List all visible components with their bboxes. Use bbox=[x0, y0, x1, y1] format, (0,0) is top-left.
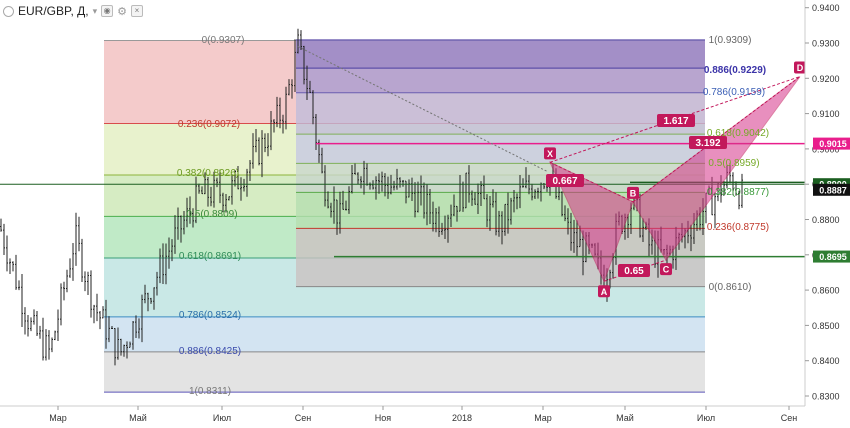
pattern-point-b: B bbox=[627, 186, 639, 199]
y-tick-label: 0.8800 bbox=[812, 215, 840, 225]
ratio-label: 3.192 bbox=[695, 138, 720, 149]
fib-small-label: 0(0.8610) bbox=[709, 282, 752, 293]
fib-small-band bbox=[296, 92, 705, 135]
ratio-label: 0.667 bbox=[552, 176, 577, 187]
fib-level-label: 0.236(0.9072) bbox=[178, 119, 240, 130]
point-badge bbox=[794, 61, 806, 74]
fib-small-band bbox=[296, 39, 705, 69]
pattern-point-x: X bbox=[544, 147, 556, 160]
x-tick-label: Май bbox=[616, 413, 634, 423]
x-tick-label: Май bbox=[129, 413, 147, 423]
fib-small-band bbox=[296, 163, 705, 193]
chart-header: EUR/GBP, Д, ▾ ◉ ⚙ × bbox=[0, 0, 143, 22]
point-badge bbox=[627, 186, 639, 199]
point-label: C bbox=[663, 265, 670, 275]
fib-small-label: 0.618(0.9042) bbox=[707, 128, 769, 139]
candles bbox=[0, 28, 743, 366]
ratio-label: 0.65 bbox=[624, 266, 644, 277]
fib-small-label: 0.886(0.9229) bbox=[704, 65, 766, 76]
y-tick-label: 0.9100 bbox=[812, 109, 840, 119]
symbol-title: EUR/GBP, Д, bbox=[18, 4, 89, 18]
point-label: X bbox=[547, 149, 553, 159]
x-tick-label: Июл bbox=[213, 413, 231, 423]
y-tick-label: 0.9400 bbox=[812, 3, 840, 13]
fib-band bbox=[104, 351, 705, 393]
point-label: D bbox=[797, 63, 804, 73]
fib-small-band bbox=[296, 68, 705, 93]
fib-level-label: 1(0.8311) bbox=[189, 386, 231, 397]
fib-small-band bbox=[296, 134, 705, 164]
fib-band bbox=[104, 316, 705, 352]
price-tag-bg bbox=[813, 183, 850, 196]
fib-level-label: 0.5(0.8809) bbox=[186, 209, 237, 220]
x-tick-label: Июл bbox=[697, 413, 715, 423]
fib-small-label: 0.382(0.8877) bbox=[707, 187, 769, 198]
fib-small-label: 0.5(0.8959) bbox=[708, 158, 759, 169]
price-tag-bg bbox=[813, 250, 850, 263]
gear-icon[interactable]: ⚙ bbox=[117, 5, 127, 18]
fib-level-label: 0.382(0.8926) bbox=[177, 168, 239, 179]
price-tag: 0.8695 bbox=[813, 250, 850, 263]
ratio-label: 1.617 bbox=[663, 116, 688, 127]
ratio-badge: 0.667 bbox=[546, 174, 584, 187]
price-axis: 0.94000.93000.92000.91000.90000.89000.88… bbox=[804, 0, 850, 428]
price-tag-label: 0.8695 bbox=[819, 252, 847, 262]
x-tick-label: Сен bbox=[781, 413, 798, 423]
y-tick-label: 0.8600 bbox=[812, 286, 840, 296]
pattern-point-c: C bbox=[660, 263, 672, 276]
ratio-badge-bg bbox=[618, 264, 650, 277]
fib-small-label: 1(0.9309) bbox=[709, 35, 752, 46]
eye-icon[interactable]: ◉ bbox=[101, 5, 114, 17]
ratio-badge-bg bbox=[546, 174, 584, 187]
pattern-point-a: A bbox=[598, 285, 610, 298]
x-tick-label: 2018 bbox=[452, 413, 472, 423]
x-tick-label: Ноя bbox=[375, 413, 392, 423]
price-tag-bg bbox=[813, 137, 850, 150]
ratio-badge-bg bbox=[689, 136, 727, 149]
time-axis: Мар Май Июл Сен Ноя 2018 Мар Май Июл Сен bbox=[0, 405, 850, 428]
point-label: A bbox=[601, 287, 608, 297]
price-tag: 0.9015 bbox=[813, 137, 850, 150]
fib-retracement-small bbox=[296, 39, 705, 288]
x-tick-label: Мар bbox=[534, 413, 552, 423]
trend-line bbox=[297, 46, 549, 173]
y-tick-label: 0.9200 bbox=[812, 74, 840, 84]
pattern-ratio-line bbox=[549, 161, 634, 203]
fib-level-label: 0.618(0.8691) bbox=[179, 251, 241, 262]
x-tick-label: Мар bbox=[49, 413, 67, 423]
fib-small-label: 0.236(0.8775) bbox=[707, 222, 769, 233]
fib-small-label: 0.786(0.9159) bbox=[703, 87, 765, 98]
ratio-badge: 0.65 bbox=[618, 264, 650, 277]
fib-level-label: 0(0.9307) bbox=[202, 35, 245, 46]
ratio-badge: 1.617 bbox=[657, 114, 695, 127]
point-badge bbox=[598, 285, 610, 298]
collapse-icon[interactable] bbox=[3, 5, 14, 17]
chevron-down-icon[interactable]: ▾ bbox=[92, 5, 98, 16]
ratio-badge: 3.192 bbox=[689, 136, 727, 149]
y-tick-label: 0.8400 bbox=[812, 356, 840, 366]
time-axis-bg bbox=[0, 406, 850, 428]
close-icon[interactable]: × bbox=[131, 5, 143, 17]
price-axis-bg bbox=[805, 0, 850, 428]
y-tick-label: 0.8500 bbox=[812, 321, 840, 331]
point-badge bbox=[660, 263, 672, 276]
y-tick-label: 0.8300 bbox=[812, 392, 840, 402]
pattern-point-d: D bbox=[794, 61, 806, 74]
y-tick-label: 0.9300 bbox=[812, 39, 840, 49]
price-tag-label: 0.9015 bbox=[819, 139, 847, 149]
x-tick-label: Сен bbox=[295, 413, 312, 423]
fib-level-label: 0.886(0.8425) bbox=[179, 346, 241, 357]
ratio-badge-bg bbox=[657, 114, 695, 127]
point-label: B bbox=[630, 188, 637, 198]
fib-level-label: 0.786(0.8524) bbox=[179, 310, 241, 321]
point-badge bbox=[544, 147, 556, 160]
price-tag-label: 0.8887 bbox=[819, 185, 847, 195]
price-tag: 0.8887 bbox=[813, 183, 850, 196]
fib-small-band bbox=[296, 228, 705, 287]
